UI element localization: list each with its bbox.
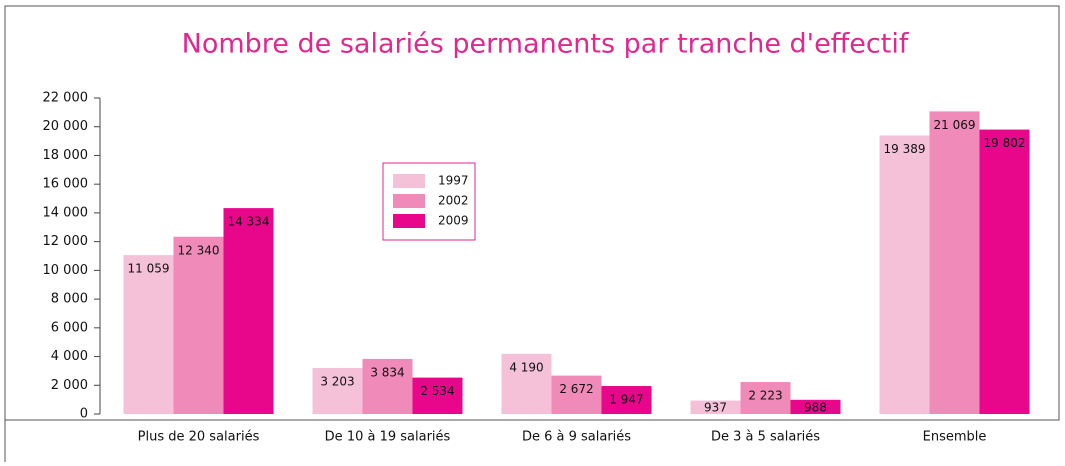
y-tick-label: 8 000 — [51, 292, 88, 307]
x-tick-label: Plus de 20 salariés — [138, 430, 260, 445]
y-tick-label: 2 000 — [51, 378, 88, 393]
value-label: 3 203 — [320, 374, 354, 388]
value-label: 2 534 — [420, 384, 454, 398]
value-label: 12 340 — [178, 243, 220, 257]
y-tick-label: 18 000 — [43, 148, 89, 163]
value-label: 937 — [704, 401, 727, 415]
legend-swatch — [393, 194, 425, 208]
chart-title: Nombre de salariés permanents par tranch… — [182, 29, 910, 60]
value-label: 1 947 — [609, 393, 643, 407]
y-tick-label: 0 — [80, 407, 88, 422]
y-tick-label: 6 000 — [51, 320, 88, 335]
bar — [123, 255, 174, 414]
value-label: 4 190 — [509, 360, 543, 374]
value-label: 2 672 — [559, 382, 593, 396]
x-tick-label: De 3 à 5 salariés — [711, 430, 820, 445]
value-label: 19 389 — [884, 142, 926, 156]
x-tick-label: Ensemble — [923, 430, 987, 445]
y-tick-label: 4 000 — [51, 349, 88, 364]
y-tick-label: 22 000 — [43, 91, 89, 106]
bar — [929, 111, 980, 414]
bar — [690, 400, 741, 414]
bar — [412, 377, 463, 414]
bar — [740, 382, 791, 414]
frame — [4, 5, 1060, 421]
bar — [790, 399, 841, 414]
value-label: 21 069 — [934, 118, 976, 132]
y-tick-label: 14 000 — [43, 205, 89, 220]
bar — [601, 386, 652, 414]
value-label: 3 834 — [370, 365, 404, 379]
y-tick-label: 20 000 — [43, 119, 89, 134]
bar — [223, 208, 274, 414]
legend-swatch — [393, 174, 425, 188]
value-label: 14 334 — [228, 215, 270, 229]
value-label: 2 223 — [748, 389, 782, 403]
bar — [551, 375, 602, 414]
y-tick-label: 10 000 — [43, 263, 89, 278]
bar — [979, 129, 1030, 414]
bar — [312, 367, 363, 414]
legend-label: 1997 — [438, 174, 469, 188]
y-tick-label: 16 000 — [43, 177, 89, 192]
legend-swatch — [393, 214, 425, 228]
legend-label: 2002 — [438, 194, 469, 208]
y-tick-label: 12 000 — [43, 234, 89, 249]
bar — [501, 353, 552, 414]
legend-label: 2009 — [438, 214, 469, 228]
value-label: 988 — [804, 401, 827, 415]
value-label: 19 802 — [984, 136, 1026, 150]
x-tick-label: De 10 à 19 salariés — [325, 430, 451, 445]
bar — [173, 236, 224, 414]
bar — [879, 135, 930, 414]
x-tick-label: De 6 à 9 salariés — [522, 430, 631, 445]
bar — [362, 358, 413, 414]
value-label: 11 059 — [128, 262, 170, 276]
